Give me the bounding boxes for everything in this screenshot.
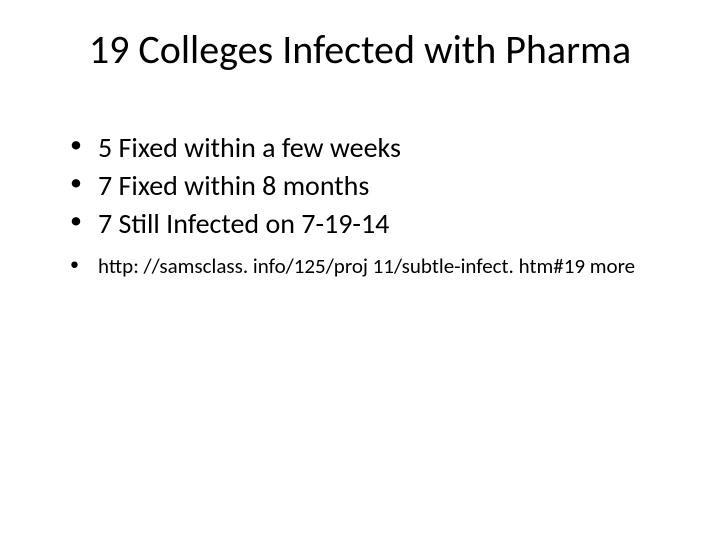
- list-item: 5 Fixed within a few weeks: [70, 129, 670, 167]
- list-item: 7 Still Infected on 7-19-14: [70, 205, 670, 243]
- sub-bullet-list: http: //samsclass. info/125/proj 11/subt…: [70, 252, 670, 281]
- slide-container: 19 Colleges Infected with Pharma 5 Fixed…: [0, 0, 720, 540]
- main-bullet-list: 5 Fixed within a few weeks 7 Fixed withi…: [70, 129, 670, 242]
- slide-title: 19 Colleges Infected with Pharma: [50, 25, 670, 74]
- list-item: 7 Fixed within 8 months: [70, 167, 670, 205]
- list-item: http: //samsclass. info/125/proj 11/subt…: [70, 252, 670, 281]
